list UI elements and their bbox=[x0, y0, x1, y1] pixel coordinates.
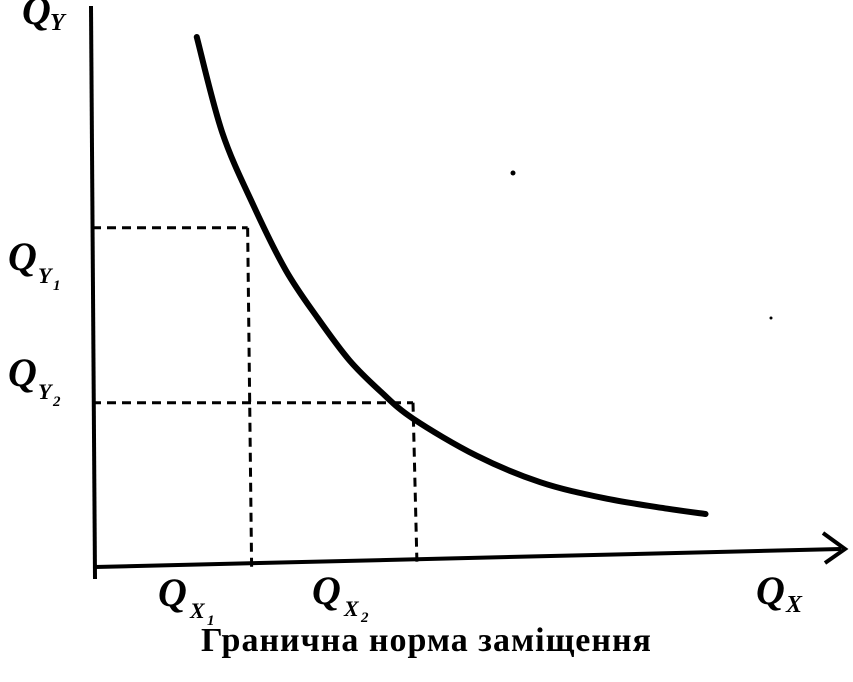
tick-label-qx1: Q X 1 bbox=[158, 570, 215, 629]
guide-vertical-1 bbox=[246, 227, 254, 570]
indifference-curve bbox=[193, 34, 709, 517]
tick-label-qy1: Q Y 1 bbox=[8, 234, 61, 294]
x-axis bbox=[94, 531, 849, 569]
x-axis-arrowhead bbox=[821, 531, 849, 565]
y-axis-line bbox=[89, 5, 97, 580]
tick-label-qy1-subsub: 1 bbox=[53, 278, 61, 294]
y-axis-label-letter: Q bbox=[22, 0, 51, 33]
tick-label-qx2-subsub: 2 bbox=[360, 610, 369, 626]
tick-label-qy2-sub: Y bbox=[38, 379, 54, 404]
tick-label-qx1-sub: X bbox=[189, 598, 206, 623]
guide-lines bbox=[92, 226, 419, 570]
tick-label-qy1-sub: Y bbox=[38, 263, 54, 288]
figure-caption: Гранична норма заміщення bbox=[201, 622, 652, 659]
tick-label-qx1-subsub: 1 bbox=[207, 613, 215, 629]
x-axis-label: Q X bbox=[756, 568, 803, 618]
y-axis-label-sub: Y bbox=[50, 10, 67, 36]
x-axis-label-sub: X bbox=[785, 592, 803, 618]
y-axis bbox=[89, 5, 97, 580]
tick-label-qy1-letter: Q bbox=[8, 234, 37, 279]
tick-label-qy2-subsub: 2 bbox=[52, 394, 61, 410]
x-axis-label-letter: Q bbox=[756, 568, 785, 613]
tick-label-qx2: Q X 2 bbox=[312, 568, 369, 626]
tick-label-qx1-letter: Q bbox=[158, 570, 187, 615]
guide-vertical-2 bbox=[411, 402, 419, 566]
tick-label-qx2-sub: X bbox=[343, 596, 360, 621]
x-axis-line bbox=[94, 547, 842, 569]
tick-label-qy2: Q Y 2 bbox=[8, 350, 61, 410]
tick-label-qx2-letter: Q bbox=[312, 568, 341, 613]
stray-dot bbox=[769, 316, 773, 320]
stray-dot bbox=[510, 170, 516, 176]
tick-label-qy2-letter: Q bbox=[8, 350, 37, 395]
y-axis-label: Q Y bbox=[22, 0, 67, 36]
